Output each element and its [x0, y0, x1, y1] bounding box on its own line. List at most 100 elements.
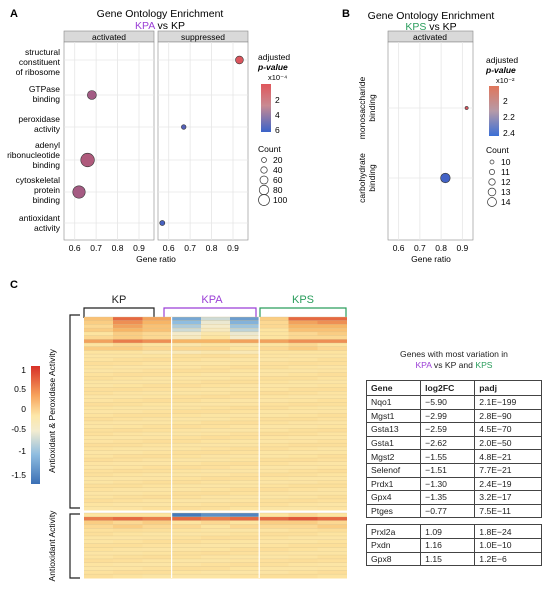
panel-b-colorbar-title-1: adjusted [486, 55, 518, 65]
heatmap-cell [230, 450, 260, 455]
panel-b-colorbar-title-2: p-value [485, 65, 516, 75]
heatmap-cell [317, 435, 348, 440]
heatmap-cell [259, 402, 289, 407]
heatmap-cell [230, 406, 260, 411]
table-cell-log2fc: −1.35 [420, 490, 476, 505]
heatmap-cell [200, 446, 231, 451]
heatmap-cell [142, 324, 172, 329]
heatmap-cell [230, 402, 260, 407]
heatmap-cell [142, 528, 172, 533]
heatmap-cell [113, 428, 143, 433]
heatmap-cell [84, 376, 114, 381]
heatmap-cell [84, 551, 114, 556]
heatmap-cell [171, 402, 202, 407]
heatmap-cell [142, 524, 172, 529]
heatmap-cell [230, 413, 260, 418]
heatmap-cell [171, 461, 202, 466]
heatmap-cell [230, 439, 260, 444]
heatmap-cell [171, 472, 202, 477]
heatmap-cell [317, 361, 348, 366]
heatmap-cell [317, 428, 348, 433]
table-cell-log2fc: −1.55 [420, 449, 476, 464]
heatmap-cell [171, 502, 202, 507]
heatmap-cell [230, 350, 260, 355]
heatmap-cell [288, 361, 318, 366]
heatmap-cell [317, 383, 348, 388]
heatmap-cell [288, 562, 318, 567]
heatmap-cell [317, 491, 348, 496]
heatmap-cell [230, 562, 260, 567]
heatmap-cell [230, 513, 260, 518]
heatmap-cell [84, 361, 114, 366]
size-legend-circle [489, 169, 495, 175]
heatmap-cell [171, 532, 202, 537]
heatmap-cell [230, 516, 260, 521]
dot-monosaccharide-binding [464, 106, 469, 110]
heatmap-cell [288, 376, 318, 381]
heatmap-cell [259, 520, 289, 525]
heatmap-cell [317, 532, 348, 537]
heatmap-cell [288, 435, 318, 440]
panel-b-colorbar [489, 86, 499, 136]
heatmap-cell [84, 432, 114, 437]
heatmap-cell [317, 350, 348, 355]
table-cell-gene: Mgst2 [365, 449, 422, 464]
heatmap-cell [142, 413, 172, 418]
table-cell-gene: Prdx1 [365, 476, 422, 492]
heatmap-cell [230, 539, 260, 544]
heatmap-cell [288, 516, 318, 521]
heatmap-cell [113, 524, 143, 529]
heatmap-cell [142, 391, 172, 396]
heatmap-cell [317, 391, 348, 396]
table-cell-padj: 7.5E−11 [474, 503, 542, 519]
heatmap-cell [200, 502, 231, 507]
group-label-kp: KP [112, 294, 127, 306]
panel-b-title: Gene Ontology Enrichment [368, 10, 495, 22]
ylabel-monosaccharide: monosaccharidebinding [357, 77, 377, 140]
heatmap-cell [171, 484, 202, 489]
heatmap-cell [230, 435, 260, 440]
heatmap-cell [230, 320, 260, 325]
heatmap-cell [259, 346, 289, 351]
heatmap-cell [171, 328, 202, 333]
heatmap-cell [113, 387, 143, 392]
size-legend-circle [261, 157, 267, 163]
heatmap-cell [142, 331, 172, 336]
heatmap-cell [317, 402, 348, 407]
heatmap-cell [84, 368, 114, 373]
heatmap-cell [113, 406, 143, 411]
heatmap-cell [200, 335, 231, 340]
heatmap-cell [230, 566, 260, 571]
table-cell-gene: Nqo1 [365, 395, 422, 410]
row-label-2: Antioxidant Activity [47, 510, 57, 582]
ylabel-cytoskeletal: cytoskeletal protein binding [16, 175, 61, 205]
x-tick-label: 0.6 [69, 243, 81, 253]
heatmap-cell [230, 328, 260, 333]
heatmap-cell [288, 498, 318, 503]
heatmap-cell [84, 476, 114, 481]
heatmap-cell [200, 495, 231, 500]
table-cell-log2fc: −2.59 [420, 422, 476, 437]
heatmap-cell [84, 465, 114, 470]
heatmap-cell [84, 331, 114, 336]
table-cell-gene: Gpx8 [365, 551, 422, 567]
heatmap-cell [171, 558, 202, 564]
table-cell-padj: 3.2E−17 [474, 490, 542, 505]
heatmap-cell [288, 365, 318, 370]
heatmap-cell [171, 432, 202, 437]
table-gap-row [366, 517, 542, 526]
heatmap-cell [84, 380, 114, 385]
facet-strip-activated-label: activated [92, 32, 126, 42]
heatmap-cell [317, 516, 348, 521]
heatmap-cell [142, 484, 172, 489]
heatmap-cell [84, 461, 114, 466]
heatmap-cell [288, 491, 318, 496]
heatmap-cell [171, 528, 202, 533]
heatmap-cell [230, 454, 260, 459]
heatmap-cell [142, 469, 172, 474]
heatmap-cell [113, 484, 143, 489]
group-bracket-kps: KPS [259, 294, 347, 318]
heatmap-cell [171, 498, 202, 503]
heatmap-cell [200, 528, 231, 533]
heatmap-cell [113, 476, 143, 481]
